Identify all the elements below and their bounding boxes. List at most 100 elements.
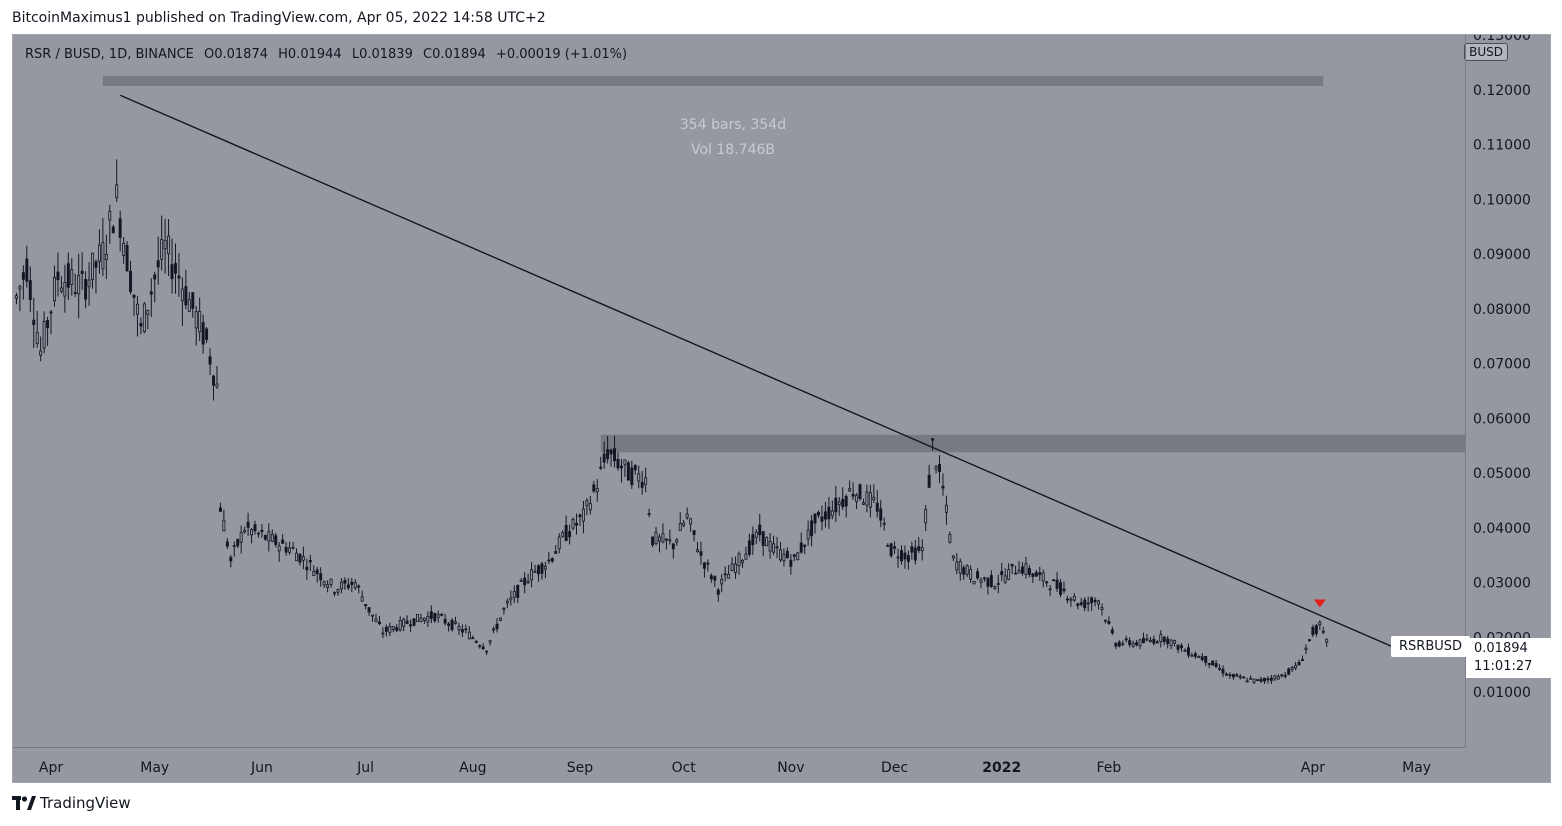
candle-body: [163, 240, 167, 250]
candle-body: [481, 646, 485, 650]
candle-body: [322, 581, 326, 586]
candle-body: [225, 541, 229, 547]
candle-body: [678, 523, 682, 531]
candle-body: [668, 539, 672, 542]
candle-body: [1294, 664, 1298, 669]
candle-body: [1297, 661, 1301, 666]
candle-body: [803, 544, 807, 547]
candle-body: [1100, 607, 1104, 610]
candle-body: [861, 502, 865, 505]
candle-body: [561, 532, 565, 537]
candle-body: [872, 496, 876, 501]
red-down-arrow-icon: [1313, 599, 1326, 608]
candle-body: [21, 272, 25, 280]
candle-body: [357, 585, 361, 588]
candle-body: [229, 556, 233, 562]
candle-body: [1159, 634, 1163, 642]
candle-body: [879, 508, 883, 521]
candle-body: [917, 546, 921, 551]
candle-body: [509, 597, 513, 601]
candle-body: [180, 288, 184, 302]
candle-body: [633, 465, 637, 471]
candle-body: [713, 576, 717, 581]
footer-brand[interactable]: TradingView: [12, 794, 131, 812]
candle-body: [32, 319, 36, 326]
candle-body: [1062, 588, 1066, 592]
price-axis-tick: 0.12000: [1473, 83, 1531, 99]
candle-body: [823, 511, 827, 520]
candle-body: [246, 521, 250, 528]
candle-body: [1276, 675, 1280, 680]
candle-body: [1283, 674, 1287, 677]
candle-body: [478, 645, 482, 648]
candle-body: [239, 531, 243, 543]
candle-body: [944, 504, 948, 513]
candle-body: [616, 459, 620, 469]
candle-body: [1017, 569, 1021, 574]
candle-body: [1048, 588, 1052, 591]
candle-body: [817, 511, 820, 516]
candle-body: [28, 280, 32, 300]
candle-body: [1238, 676, 1242, 679]
candle-body: [443, 618, 447, 624]
candle-body: [1176, 644, 1180, 650]
candle-body: [592, 484, 596, 492]
candle-body: [1287, 668, 1291, 675]
candle-body: [440, 614, 444, 616]
candle-body: [609, 449, 613, 455]
candle-body: [1290, 667, 1294, 670]
candle-body: [1079, 602, 1083, 605]
candle-body: [1121, 643, 1125, 646]
price-axis-tick: 0.13000: [1473, 35, 1531, 44]
candle-body: [326, 584, 330, 588]
candle-body: [540, 563, 544, 574]
candle-body: [129, 270, 133, 292]
candle-body: [630, 467, 634, 486]
candle-body: [505, 600, 509, 604]
candle-body: [640, 481, 644, 488]
candle-body: [830, 510, 834, 517]
candle-body: [692, 530, 696, 535]
price-axis-tick: 0.01000: [1473, 685, 1531, 701]
legend-symbol[interactable]: RSR / BUSD, 1D, BINANCE: [25, 47, 194, 62]
candle-body: [1193, 653, 1197, 657]
candle-body: [436, 614, 440, 618]
last-price-box: 0.01894 11:01:27: [1466, 638, 1553, 678]
time-axis-tick: Nov: [777, 760, 804, 776]
candle-body: [160, 239, 164, 260]
candle-body: [1269, 677, 1273, 681]
candle-body: [623, 459, 627, 465]
currency-badge[interactable]: BUSD: [1464, 43, 1508, 61]
candle-body: [955, 561, 959, 571]
candle-body: [1311, 626, 1315, 635]
candle-body: [602, 453, 606, 463]
candlestick-chart[interactable]: 0.010000.020000.030000.040000.050000.060…: [13, 35, 1550, 782]
candle-body: [982, 577, 986, 580]
candle-body: [339, 581, 343, 590]
candle-body: [260, 529, 264, 533]
candle-body: [1186, 647, 1190, 656]
candle-body: [381, 632, 385, 635]
candle-body: [315, 569, 319, 574]
candle-body: [1307, 639, 1311, 641]
candle-body: [837, 501, 841, 506]
candle-body: [360, 596, 364, 602]
candle-body: [409, 624, 413, 627]
candle-body: [215, 383, 219, 388]
legend-close-value: 0.01894: [432, 47, 486, 62]
candle-body: [1245, 680, 1249, 683]
candle-body: [526, 580, 530, 584]
candle-body: [1256, 679, 1260, 681]
candle-body: [84, 279, 88, 300]
chart-panel[interactable]: 0.010000.020000.030000.040000.050000.060…: [12, 34, 1553, 783]
candle-body: [685, 513, 689, 518]
candle-body: [398, 620, 402, 631]
candle-body: [893, 546, 897, 549]
candle-body: [834, 497, 838, 513]
candle-body: [848, 488, 852, 492]
candle-body: [208, 356, 212, 365]
candle-body: [426, 616, 430, 623]
candle-body: [689, 518, 693, 525]
candle-body: [18, 286, 22, 290]
candle-body: [664, 538, 668, 541]
